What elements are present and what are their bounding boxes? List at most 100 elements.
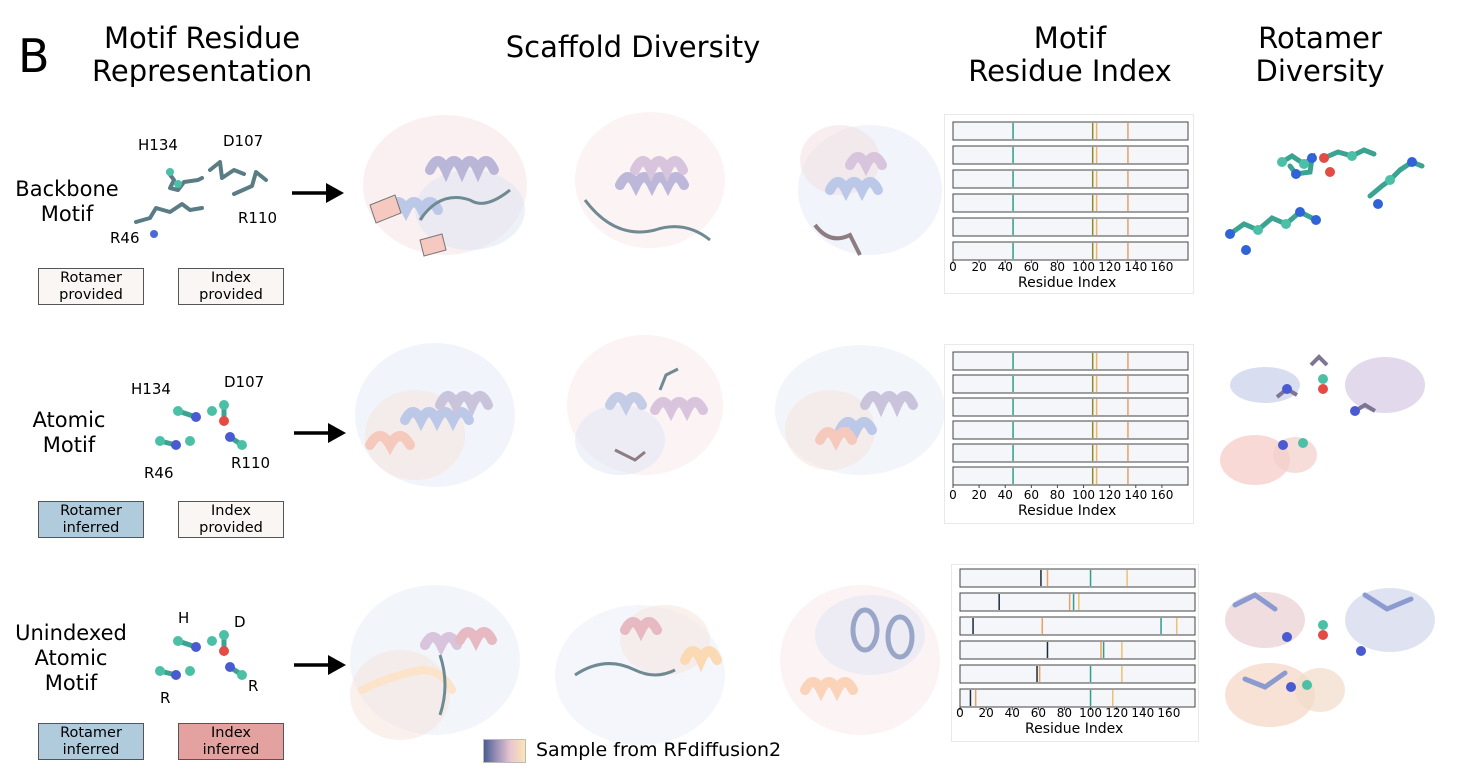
axis-tick-label: 80 [1050, 488, 1065, 502]
index-chart: 0 20 40 60 80 100 120 140 160 [956, 568, 1196, 720]
residue-label-h134: H134 [138, 136, 178, 154]
arrow-right-icon [294, 423, 346, 443]
tag-line: inferred [62, 519, 120, 536]
residue-label-h: H [178, 609, 190, 627]
axis-tick-label: 80 [1050, 260, 1065, 274]
arrow-right-icon [292, 183, 344, 203]
index-chart-xlabel: Residue Index [1018, 503, 1117, 519]
row-label-line: Atomic [34, 646, 108, 670]
index-chart-xlabel: Residue Index [1018, 275, 1117, 291]
index-chart-panel-unindexed: 0 20 40 60 80 100 120 140 160 Residue Index [952, 565, 1198, 741]
index-strip [952, 121, 1189, 141]
residue-label-d107: D107 [223, 132, 264, 150]
index-strip [959, 688, 1196, 708]
row-label-line: Motif [40, 202, 94, 226]
row-label-line: Motif [42, 433, 96, 457]
unindexed-motif-atoms [155, 630, 247, 680]
tag-rotamer-inferred: Rotamer inferred [38, 723, 144, 760]
index-strip [952, 217, 1189, 237]
atom [166, 168, 174, 176]
index-chart: 0 20 40 60 80 100 120 140 160 [949, 121, 1189, 274]
residue-label-d107: D107 [224, 373, 265, 391]
tag-rotamer-inferred: Rotamer inferred [38, 501, 144, 538]
tag-index-provided: Index provided [178, 268, 284, 305]
axis-tick-label: 20 [971, 260, 986, 274]
motif-stick-r110 [232, 170, 268, 196]
row-label-atomic-motif: Atomic Motif [20, 408, 118, 458]
axis-tick-label: 120 [1105, 706, 1128, 720]
atom [150, 230, 158, 238]
tag-line: Rotamer [60, 502, 122, 519]
index-strip [952, 145, 1189, 165]
header-motif-residue-index: Motif Residue Index [960, 22, 1180, 88]
tag-line: Rotamer [60, 269, 122, 286]
tag-line: provided [199, 519, 263, 536]
index-strip [952, 241, 1189, 261]
scaffold-sample [567, 335, 723, 475]
index-strip [952, 351, 1189, 371]
residue-label-r110: R110 [231, 454, 271, 472]
scaffold-sample [780, 585, 940, 735]
header-line: Motif [1033, 21, 1107, 55]
header-motif-representation: Motif Residue Representation [92, 22, 312, 88]
axis-tick-label: 100 [1079, 706, 1102, 720]
scaffold-sample [555, 605, 725, 745]
tag-rotamer-provided: Rotamer provided [38, 268, 144, 305]
axis-tick-label: 0 [949, 488, 957, 502]
header-line: Motif Residue [103, 21, 301, 55]
axis-tick-label: 0 [949, 260, 957, 274]
scaffold-sample [355, 343, 515, 487]
row-label-line: Backbone [15, 177, 119, 201]
residue-label-r46: R46 [144, 464, 174, 482]
index-strip [959, 664, 1196, 684]
row-label-line: Unindexed [15, 621, 127, 645]
backbone-motif-sticks [134, 160, 268, 238]
tag-line: Index [211, 502, 251, 519]
row-label-backbone-motif: Backbone Motif [8, 177, 126, 227]
tag-line: provided [59, 286, 123, 303]
scaffold-sample [350, 585, 520, 740]
axis-tick-label: 20 [978, 706, 993, 720]
axis-tick-label: 20 [971, 488, 986, 502]
residue-label-r: R [160, 689, 171, 707]
header-line: Diversity [1255, 54, 1385, 88]
index-strip [959, 616, 1196, 636]
tag-index-provided: Index provided [178, 501, 284, 538]
header-line: Rotamer [1258, 21, 1382, 55]
row-label-line: Motif [44, 671, 98, 695]
scaffold-sample [575, 112, 725, 248]
scaffold-sample [363, 115, 527, 257]
index-strip [959, 568, 1196, 588]
tag-line: inferred [62, 741, 120, 758]
residue-label-r: R [248, 677, 259, 695]
axis-tick-label: 140 [1124, 488, 1147, 502]
legend-gradient-swatch [483, 739, 526, 763]
axis-tick-label: 0 [956, 706, 964, 720]
axis-tick-label: 40 [998, 488, 1013, 502]
index-chart-panel-atomic: 0 20 40 60 80 100 120 140 160 Residue Index [945, 345, 1193, 523]
residue-label-d: D [234, 613, 246, 631]
index-strip [952, 397, 1189, 417]
axis-tick-label: 140 [1124, 260, 1147, 274]
index-chart: 0 20 40 60 80 100 120 140 160 [949, 351, 1189, 502]
index-strip [952, 443, 1189, 463]
index-strip [952, 193, 1189, 213]
tag-line: provided [199, 286, 263, 303]
axis-tick-label: 160 [1150, 488, 1173, 502]
index-strip [959, 640, 1196, 660]
atomic-motif-atoms [155, 400, 247, 450]
motif-stick-d107 [208, 160, 246, 180]
axis-tick-label: 60 [1024, 488, 1039, 502]
index-strip [952, 420, 1189, 440]
axis-tick-label: 40 [1005, 706, 1020, 720]
axis-tick-label: 120 [1098, 260, 1121, 274]
axis-tick-label: 100 [1072, 260, 1095, 274]
legend-label: Sample from RFdiffusion2 [536, 739, 782, 761]
axis-tick-label: 40 [998, 260, 1013, 274]
residue-label-r110: R110 [238, 209, 278, 227]
index-chart-xlabel: Residue Index [1025, 721, 1124, 737]
axis-tick-label: 80 [1057, 706, 1072, 720]
index-strip [952, 169, 1189, 189]
row-label-line: Atomic [32, 408, 106, 432]
axis-tick-label: 60 [1031, 706, 1046, 720]
